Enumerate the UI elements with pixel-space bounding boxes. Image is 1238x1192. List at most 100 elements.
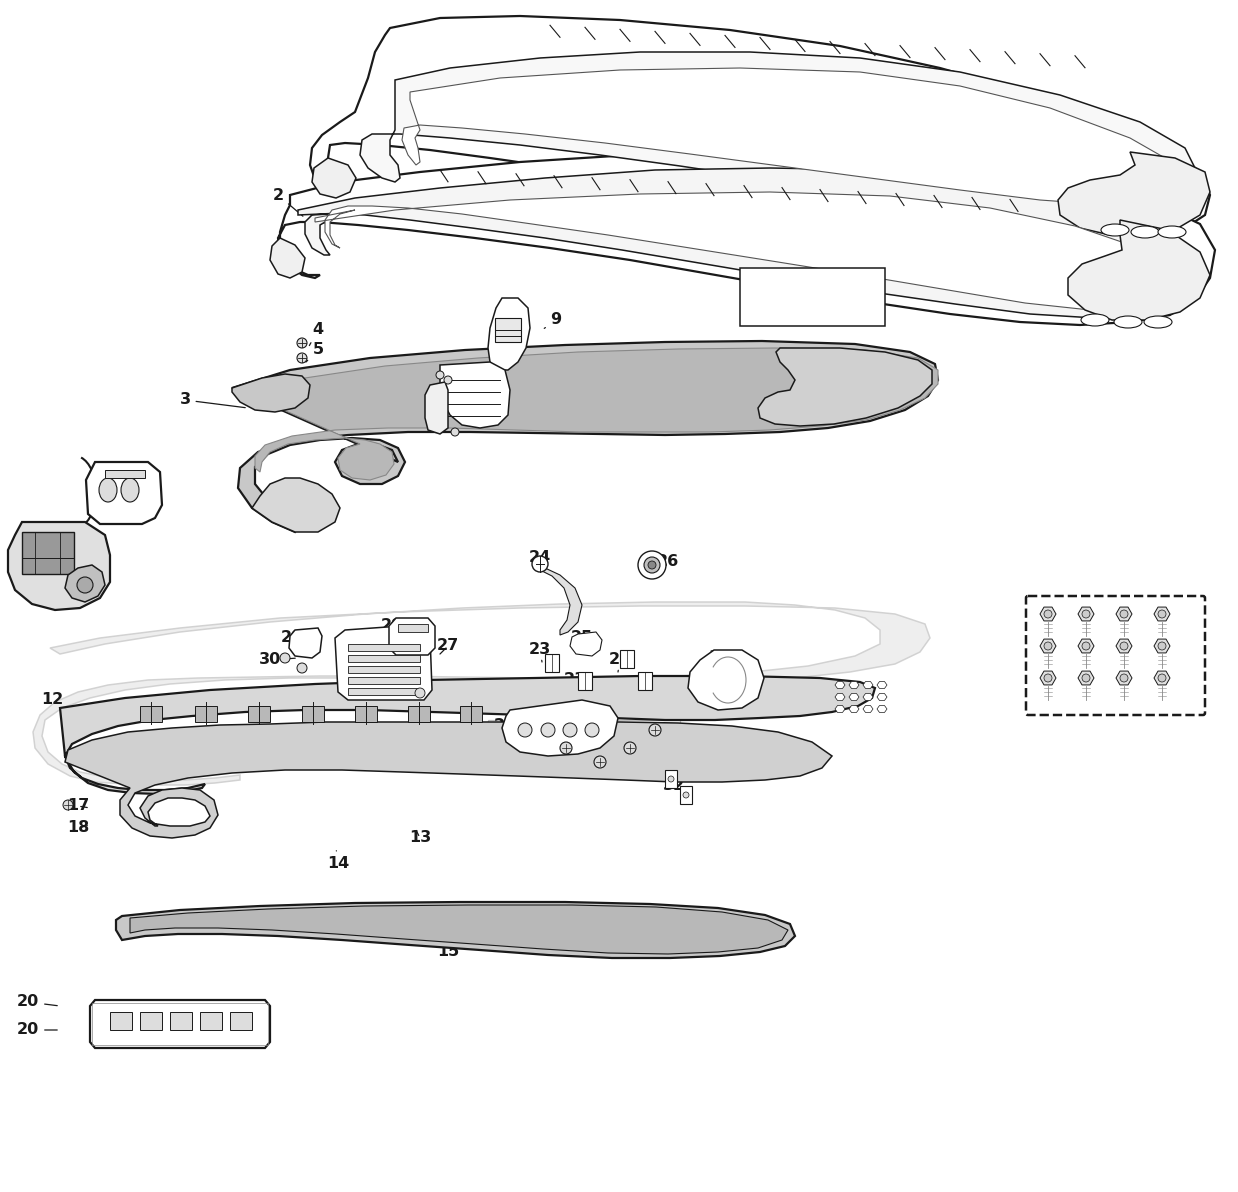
- Bar: [348, 666, 420, 673]
- Polygon shape: [314, 192, 1179, 310]
- Polygon shape: [849, 706, 859, 713]
- Text: 20: 20: [17, 994, 57, 1010]
- Circle shape: [1158, 610, 1166, 617]
- Text: 4: 4: [310, 323, 323, 346]
- Text: 18: 18: [67, 820, 89, 836]
- Text: 31: 31: [709, 651, 732, 665]
- Text: 11: 11: [423, 410, 446, 426]
- Text: 23: 23: [529, 642, 551, 662]
- Bar: [105, 470, 145, 478]
- Bar: [545, 654, 560, 672]
- Bar: [620, 650, 634, 668]
- Bar: [348, 644, 420, 651]
- Polygon shape: [1115, 671, 1132, 685]
- Polygon shape: [1040, 671, 1056, 685]
- Text: 33: 33: [639, 757, 661, 772]
- Polygon shape: [66, 565, 105, 602]
- Circle shape: [1158, 642, 1166, 650]
- Polygon shape: [312, 159, 357, 198]
- Bar: [110, 1012, 132, 1030]
- Text: 23: 23: [563, 672, 586, 693]
- Polygon shape: [1115, 607, 1132, 621]
- Polygon shape: [389, 617, 435, 654]
- Circle shape: [1044, 610, 1052, 617]
- Circle shape: [647, 561, 656, 569]
- Circle shape: [683, 791, 690, 797]
- Text: 8: 8: [550, 365, 562, 380]
- Polygon shape: [1115, 639, 1132, 653]
- Polygon shape: [834, 694, 846, 701]
- Circle shape: [517, 724, 532, 737]
- Bar: [140, 1012, 162, 1030]
- Circle shape: [1082, 642, 1089, 650]
- Text: 6: 6: [645, 371, 656, 392]
- Text: 35: 35: [121, 495, 144, 517]
- Circle shape: [638, 551, 666, 579]
- Bar: [740, 268, 885, 325]
- Circle shape: [436, 371, 444, 379]
- Bar: [488, 720, 680, 772]
- Circle shape: [532, 555, 548, 572]
- Text: 3: 3: [180, 392, 245, 408]
- Circle shape: [563, 724, 577, 737]
- Circle shape: [1120, 642, 1128, 650]
- Circle shape: [560, 741, 572, 755]
- Polygon shape: [1154, 607, 1170, 621]
- Text: 30: 30: [259, 652, 295, 668]
- Circle shape: [644, 557, 660, 573]
- Polygon shape: [1068, 221, 1210, 319]
- Polygon shape: [540, 569, 582, 635]
- Polygon shape: [834, 706, 846, 713]
- Circle shape: [415, 688, 425, 699]
- Bar: [170, 1012, 192, 1030]
- Polygon shape: [1058, 153, 1210, 235]
- Polygon shape: [877, 694, 886, 701]
- Text: 24: 24: [529, 551, 551, 570]
- Text: 15: 15: [437, 944, 459, 960]
- Polygon shape: [1154, 671, 1170, 685]
- Text: 13: 13: [409, 831, 431, 845]
- Polygon shape: [270, 238, 305, 278]
- Polygon shape: [232, 374, 310, 412]
- Text: 29: 29: [374, 619, 404, 638]
- Bar: [348, 677, 420, 684]
- Bar: [348, 688, 420, 695]
- Circle shape: [63, 800, 73, 811]
- Text: 5: 5: [306, 342, 323, 362]
- Text: 34: 34: [48, 540, 71, 555]
- Bar: [201, 1012, 222, 1030]
- Bar: [348, 654, 420, 662]
- Text: 17: 17: [67, 799, 89, 813]
- Text: 22: 22: [569, 733, 591, 747]
- Bar: [302, 706, 324, 722]
- Polygon shape: [834, 682, 846, 689]
- Polygon shape: [863, 706, 873, 713]
- Ellipse shape: [1158, 226, 1186, 238]
- Polygon shape: [90, 1000, 270, 1048]
- Text: 26: 26: [657, 554, 680, 570]
- Text: 9: 9: [545, 312, 562, 328]
- Polygon shape: [310, 15, 1210, 238]
- Circle shape: [1082, 610, 1089, 617]
- Polygon shape: [116, 902, 795, 958]
- Circle shape: [280, 653, 290, 663]
- Polygon shape: [877, 682, 886, 689]
- Text: 1: 1: [521, 100, 536, 128]
- Polygon shape: [1078, 607, 1094, 621]
- Polygon shape: [688, 650, 764, 710]
- Bar: [495, 318, 521, 342]
- Circle shape: [1120, 673, 1128, 682]
- Text: 7: 7: [484, 383, 495, 397]
- Polygon shape: [758, 348, 932, 426]
- Circle shape: [1082, 673, 1089, 682]
- Bar: [397, 623, 428, 632]
- Circle shape: [451, 428, 459, 436]
- Polygon shape: [298, 168, 1200, 318]
- Bar: [665, 770, 677, 788]
- Polygon shape: [849, 694, 859, 701]
- Circle shape: [297, 353, 307, 364]
- Bar: [248, 706, 270, 722]
- Polygon shape: [1154, 639, 1170, 653]
- Polygon shape: [1078, 639, 1094, 653]
- FancyBboxPatch shape: [1026, 596, 1205, 715]
